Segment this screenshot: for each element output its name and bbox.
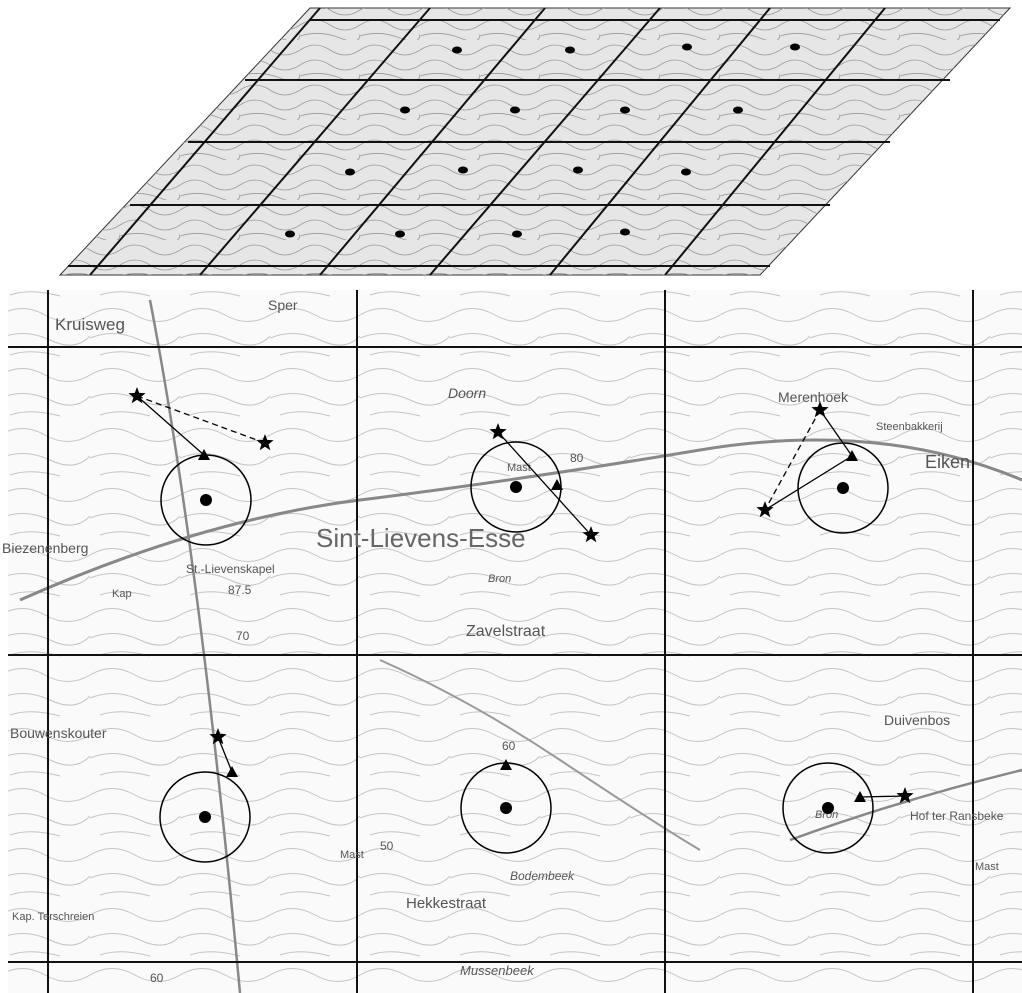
place-label: Mast <box>507 462 531 474</box>
place-label: Hekkestraat <box>406 895 487 912</box>
star <box>256 434 274 451</box>
place-label: Merenhoek <box>778 389 849 405</box>
labels: Kruisweg Sper Doorn Merenhoek Steenbakke… <box>2 297 1004 985</box>
roads <box>19 299 1022 993</box>
place-label: Kruisweg <box>55 315 125 334</box>
place-label: Steenbakkerij <box>876 421 943 433</box>
elevation: 80 <box>570 451 584 465</box>
grid <box>8 290 1022 993</box>
place-label: Mussenbeek <box>460 963 535 978</box>
place-label: Bouwenskouter <box>10 725 107 741</box>
place-label: Mast <box>340 849 364 861</box>
star <box>756 501 774 518</box>
elevation: 50 <box>380 839 394 853</box>
detail-map: Kruisweg Sper Doorn Merenhoek Steenbakke… <box>2 290 1022 993</box>
star <box>209 728 227 745</box>
centers <box>199 481 849 823</box>
place-label: Hof ter Ransbeke <box>910 809 1004 823</box>
star <box>582 526 600 543</box>
place-label: Kap <box>112 588 132 600</box>
contours <box>8 290 1022 993</box>
place-label: Sint-Lievens-Esse <box>316 523 526 553</box>
star <box>489 423 507 440</box>
star <box>896 787 914 804</box>
place-label: Bron <box>488 573 511 585</box>
place-label: Kap. Terschreien <box>12 911 94 923</box>
elevation: 70 <box>236 629 250 643</box>
oblique-map <box>58 7 1012 276</box>
place-label: Zavelstraat <box>466 623 546 640</box>
elevation: 87.5 <box>228 583 252 597</box>
place-label: Eiken <box>925 452 970 472</box>
star <box>128 387 146 404</box>
place-label: Bodembeek <box>510 869 575 883</box>
triangles <box>198 449 866 802</box>
cell-centers <box>285 43 800 238</box>
displacement-lines <box>136 395 906 798</box>
star <box>811 401 829 418</box>
place-label: Duivenbos <box>884 712 950 728</box>
place-label: St.-Lievenskapel <box>186 562 275 576</box>
place-label: Biezenenberg <box>2 540 88 556</box>
place-label: Sper <box>268 297 298 313</box>
place-label: Doorn <box>448 385 486 401</box>
place-label: Mast <box>975 861 999 873</box>
stars <box>128 387 914 804</box>
grid <box>68 7 1000 276</box>
elevation: 60 <box>502 739 516 753</box>
elevation: 60 <box>150 971 164 985</box>
